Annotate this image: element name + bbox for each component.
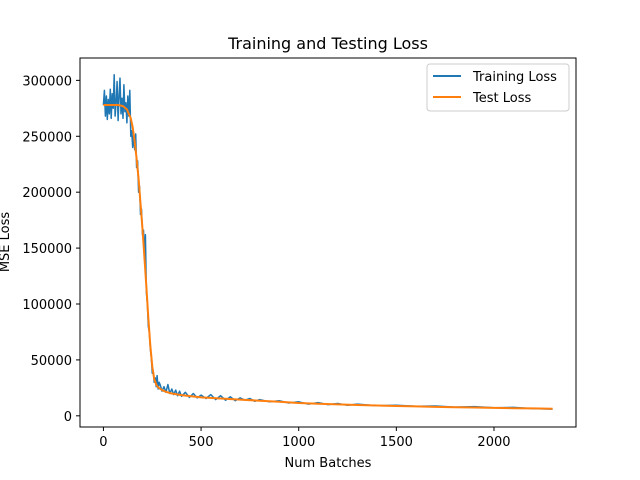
x-tick-label: 500: [189, 435, 214, 450]
chart-title: Training and Testing Loss: [227, 34, 428, 53]
x-tick-label: 1500: [380, 435, 413, 450]
y-tick-label: 0: [64, 410, 72, 425]
plot-area: [79, 57, 577, 428]
y-tick-label: 50000: [31, 354, 72, 369]
series-line-test-loss: [103, 104, 553, 410]
x-axis: 0 500 1000 1500 2000: [99, 427, 511, 450]
x-tick-label: 1000: [282, 435, 315, 450]
legend-box: [426, 63, 570, 112]
y-axis: 0 50000 100000 150000 200000 250000 300000: [22, 74, 80, 425]
legend-label: Training Loss: [472, 70, 557, 85]
legend: Training Loss Test Loss: [426, 63, 570, 112]
legend-label: Test Loss: [472, 91, 531, 106]
y-tick-label: 200000: [22, 186, 72, 201]
series-line-training-loss: [102, 74, 553, 410]
y-axis-label: MSE Loss: [0, 212, 13, 273]
x-tick-label: 0: [99, 435, 107, 450]
x-axis-label: Num Batches: [285, 456, 372, 471]
y-tick-label: 250000: [22, 130, 72, 145]
x-tick-label: 2000: [477, 435, 510, 450]
plot-frame: [79, 57, 577, 428]
y-tick-label: 300000: [22, 74, 72, 89]
y-tick-label: 150000: [22, 242, 72, 257]
y-tick-label: 100000: [22, 298, 72, 313]
